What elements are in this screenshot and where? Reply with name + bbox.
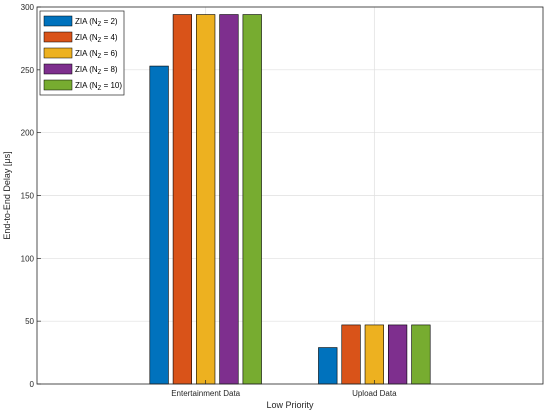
legend-entry-name: ZIA (N — [75, 49, 98, 58]
y-tick-label: 200 — [21, 129, 35, 138]
legend-swatch — [43, 31, 73, 43]
legend-swatch — [43, 15, 73, 27]
legend-swatch — [43, 79, 73, 91]
legend-entry-subscript: Z — [98, 54, 102, 60]
y-axis-label: End-to-End Delay [μs] — [2, 151, 12, 239]
legend-entry-name: ZIA (N — [75, 33, 98, 42]
y-tick-label: 250 — [21, 66, 35, 75]
bar — [219, 14, 239, 385]
legend-entry-subscript: Z — [98, 38, 102, 44]
bar — [172, 14, 193, 385]
y-axis-ticks: 0 50 100 150 200 250 300 — [21, 3, 41, 389]
legend-entry-value: = 4) — [101, 33, 118, 42]
bar — [149, 65, 169, 385]
legend-swatch — [43, 47, 73, 59]
bar — [318, 347, 338, 385]
legend-entry-name: ZIA (N — [75, 81, 98, 90]
bar — [341, 324, 361, 385]
legend-entry-value: = 10) — [101, 81, 122, 90]
bar — [242, 14, 262, 385]
legend-entry-subscript: Z — [98, 70, 102, 76]
bar — [411, 324, 431, 385]
legend-entry: ZIA (NZ = 10) — [75, 81, 122, 92]
legend-entry-name: ZIA (N — [75, 65, 98, 74]
legend-entry-value: = 8) — [101, 65, 118, 74]
legend-entry: ZIA (NZ = 8) — [75, 65, 118, 76]
bar — [364, 324, 384, 385]
x-axis-ticks: Entertainment Data Upload Data — [171, 380, 397, 398]
bars — [149, 14, 431, 385]
legend-entry-value: = 2) — [101, 17, 118, 26]
legend-entry: ZIA (NZ = 4) — [75, 33, 118, 44]
legend-entry: ZIA (NZ = 2) — [75, 17, 118, 28]
legend: ZIA (NZ = 2)ZIA (NZ = 4)ZIA (NZ = 6)ZIA … — [39, 10, 125, 96]
bar — [387, 324, 408, 385]
bar — [196, 14, 216, 385]
legend-entry-subscript: Z — [98, 86, 102, 92]
x-tick-label: Upload Data — [352, 389, 397, 398]
y-tick-label: 100 — [21, 254, 35, 263]
y-tick-label: 50 — [25, 317, 34, 326]
y-tick-label: 150 — [21, 192, 35, 201]
x-axis-label: Low Priority — [266, 400, 314, 410]
x-tick-label: Entertainment Data — [171, 389, 240, 398]
y-tick-label: 0 — [30, 380, 35, 389]
legend-entry-value: = 6) — [101, 49, 118, 58]
y-tick-label: 300 — [21, 3, 35, 12]
legend-entry-subscript: Z — [98, 22, 102, 28]
legend-swatch — [43, 63, 73, 75]
legend-entry: ZIA (NZ = 6) — [75, 49, 118, 60]
legend-entry-name: ZIA (N — [75, 17, 98, 26]
